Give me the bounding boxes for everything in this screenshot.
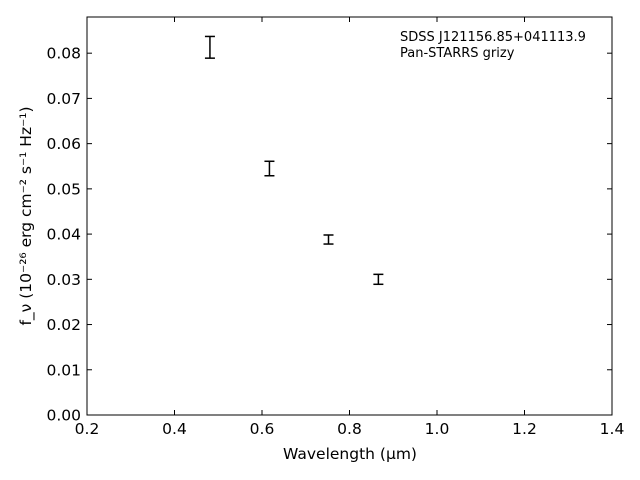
plot-area: [86, 16, 613, 416]
y-tick-label: 0.00: [46, 407, 81, 425]
y-tick-label: 0.04: [46, 226, 81, 244]
annotation-object-name: SDSS J121156.85+041113.9: [400, 30, 586, 45]
y-axis: 0.00 0.01 0.02 0.03 0.04 0.05 0.06 0.07 0.08: [46, 45, 612, 425]
y-tick-label: 0.05: [46, 180, 81, 198]
y-tick-label: 0.08: [46, 45, 81, 63]
data-point-errorbar: [323, 234, 334, 245]
data-point-errorbar: [264, 160, 275, 177]
y-tick-label: 0.06: [46, 135, 81, 153]
x-tick-label: 1.4: [600, 420, 625, 438]
x-tick-label: 1.2: [512, 420, 537, 438]
y-tick-label: 0.03: [46, 271, 81, 289]
y-axis-label: f_ν (10⁻²⁶ erg cm⁻² s⁻¹ Hz⁻¹): [17, 106, 36, 325]
annotation-survey: Pan-STARRS grizy: [400, 46, 515, 61]
x-tick-label: 0.2: [75, 420, 100, 438]
y-tick-label: 0.07: [46, 90, 81, 108]
x-axis-label: Wavelength (μm): [283, 445, 417, 463]
x-axis: 0.2 0.4 0.6 0.8 1.0 1.2 1.4: [75, 17, 625, 438]
x-tick-label: 0.8: [337, 420, 362, 438]
y-tick-label: 0.02: [46, 316, 81, 334]
y-tick-label: 0.01: [46, 361, 81, 379]
x-tick-label: 0.4: [162, 420, 187, 438]
x-tick-label: 0.6: [250, 420, 275, 438]
data-point-errorbar: [373, 273, 384, 286]
x-tick-label: 1.0: [425, 420, 450, 438]
data-point-errorbar: [204, 35, 215, 59]
data-points: [204, 35, 384, 286]
